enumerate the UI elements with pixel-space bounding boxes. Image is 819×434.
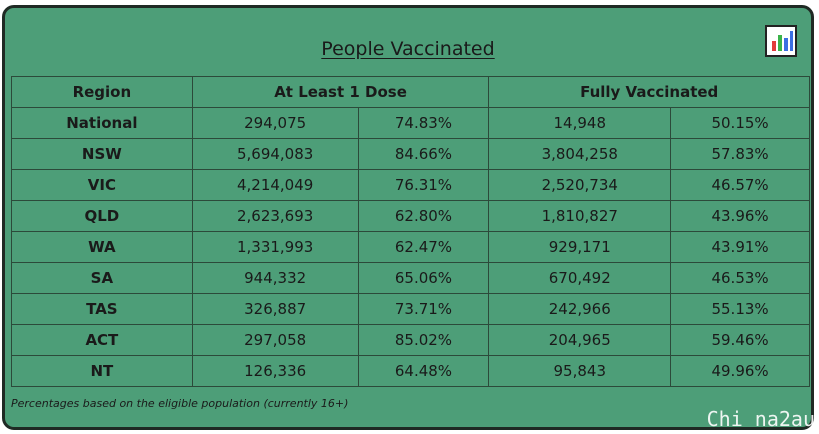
value-cell: 49.96% <box>670 355 810 387</box>
region-cell: QLD <box>11 200 193 232</box>
value-cell: 929,171 <box>488 231 672 263</box>
value-cell: 326,887 <box>191 293 359 325</box>
header-cell: Fully Vaccinated <box>488 76 810 108</box>
footnote: Percentages based on the eligible popula… <box>11 397 349 410</box>
value-cell: 50.15% <box>670 107 810 139</box>
region-cell: NT <box>11 355 193 387</box>
value-cell: 294,075 <box>191 107 359 139</box>
value-cell: 57.83% <box>670 138 810 170</box>
region-cell: VIC <box>11 169 193 201</box>
table: Region At Least 1 Dose Fully Vaccinated … <box>11 76 810 387</box>
header-cell: Region <box>11 76 193 108</box>
value-cell: 5,694,083 <box>191 138 359 170</box>
value-cell: 3,804,258 <box>488 138 672 170</box>
value-cell: 670,492 <box>488 262 672 294</box>
value-cell: 65.06% <box>357 262 490 294</box>
value-cell: 64.48% <box>357 355 490 387</box>
value-cell: 95,843 <box>488 355 672 387</box>
value-cell: 4,214,049 <box>191 169 359 201</box>
panel: People Vaccinated Region At Least 1 Dose… <box>2 5 814 430</box>
value-cell: 204,965 <box>488 324 672 356</box>
table-row: WA 1,331,993 62.47% 929,171 43.91% <box>11 231 810 263</box>
value-cell: 1,810,827 <box>488 200 672 232</box>
header-row: Region At Least 1 Dose Fully Vaccinated <box>11 76 810 108</box>
region-cell: SA <box>11 262 193 294</box>
value-cell: 2,520,734 <box>488 169 672 201</box>
table-row: ACT 297,058 85.02% 204,965 59.46% <box>11 324 810 356</box>
table-row: SA 944,332 65.06% 670,492 46.53% <box>11 262 810 294</box>
table-row: NSW 5,694,083 84.66% 3,804,258 57.83% <box>11 138 810 170</box>
region-cell: ACT <box>11 324 193 356</box>
table-row: NT 126,336 64.48% 95,843 49.96% <box>11 355 810 387</box>
value-cell: 1,331,993 <box>191 231 359 263</box>
value-cell: 59.46% <box>670 324 810 356</box>
value-cell: 84.66% <box>357 138 490 170</box>
table-row: National 294,075 74.83% 14,948 50.15% <box>11 107 810 139</box>
value-cell: 85.02% <box>357 324 490 356</box>
value-cell: 55.13% <box>670 293 810 325</box>
region-cell: WA <box>11 231 193 263</box>
table-row: QLD 2,623,693 62.80% 1,810,827 43.96% <box>11 200 810 232</box>
table-row: TAS 326,887 73.71% 242,966 55.13% <box>11 293 810 325</box>
value-cell: 46.57% <box>670 169 810 201</box>
value-cell: 2,623,693 <box>191 200 359 232</box>
value-cell: 126,336 <box>191 355 359 387</box>
value-cell: 297,058 <box>191 324 359 356</box>
region-cell: TAS <box>11 293 193 325</box>
icon-graphic <box>772 31 793 51</box>
value-cell: 43.96% <box>670 200 810 232</box>
value-cell: 46.53% <box>670 262 810 294</box>
chart-icon[interactable] <box>765 25 797 57</box>
watermark: Chi na2au <box>706 407 815 431</box>
value-cell: 62.80% <box>357 200 490 232</box>
value-cell: 73.71% <box>357 293 490 325</box>
value-cell: 74.83% <box>357 107 490 139</box>
table-row: VIC 4,214,049 76.31% 2,520,734 46.57% <box>11 169 810 201</box>
value-cell: 43.91% <box>670 231 810 263</box>
region-cell: NSW <box>11 138 193 170</box>
value-cell: 944,332 <box>191 262 359 294</box>
value-cell: 76.31% <box>357 169 490 201</box>
title: People Vaccinated <box>321 38 495 60</box>
value-cell: 62.47% <box>357 231 490 263</box>
table-body: National 294,075 74.83% 14,948 50.15% NSW 5,69… <box>11 107 810 387</box>
header-cell: At Least 1 Dose <box>191 76 490 108</box>
value-cell: 14,948 <box>488 107 672 139</box>
value-cell: 242,966 <box>488 293 672 325</box>
region-cell: National <box>11 107 193 139</box>
